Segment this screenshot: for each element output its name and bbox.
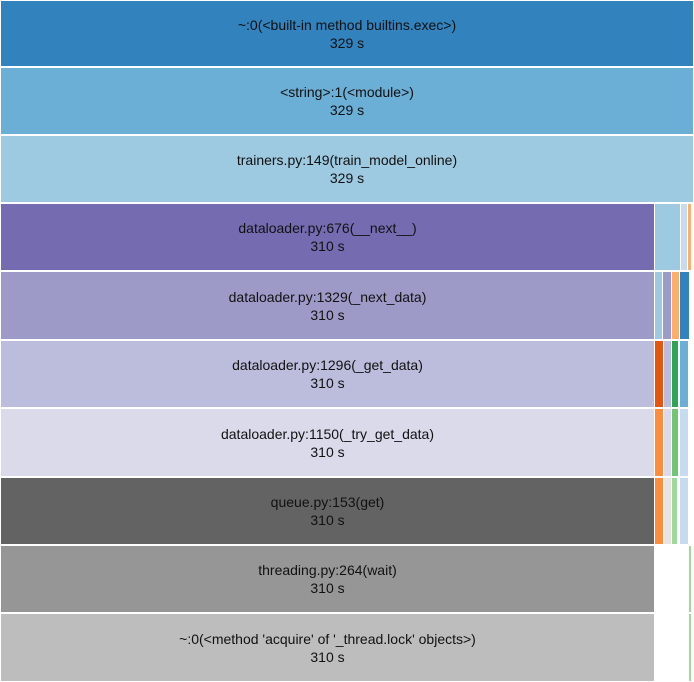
flame-block[interactable]: dataloader.py:676(__next__) 310 s [0,203,655,271]
flame-sliver[interactable] [672,409,679,476]
flame-sliver[interactable] [655,204,681,270]
flame-sliver[interactable] [681,204,688,270]
flame-sliver[interactable] [680,272,690,339]
flame-block-time: 310 s [310,580,345,596]
flame-sliver[interactable] [680,341,689,407]
flame-sliver[interactable] [664,341,672,407]
flame-block-label: dataloader.py:1296(_get_data) [232,357,423,373]
flame-block-time: 329 s [329,170,365,186]
flame-block-time: 310 s [310,648,345,665]
flame-block-label: <string>:1(<module>) [280,84,414,100]
flame-sliver[interactable] [688,204,692,270]
flame-sliver[interactable] [689,546,692,612]
flame-sliver[interactable] [689,614,692,681]
flame-block[interactable]: trainers.py:149(train_model_online) 329 s [0,135,694,203]
flame-sliver[interactable] [655,409,664,476]
flame-block-label: ~:0(<built-in method builtins.exec>) [237,16,457,33]
flame-block-label: queue.py:153(get) [270,494,385,510]
flame-sliver[interactable] [680,478,689,544]
flame-block-time: 310 s [310,512,345,528]
flame-block-label: trainers.py:149(train_model_online) [236,152,458,168]
flame-block-label: dataloader.py:676(__next__) [238,220,417,236]
flame-block-time: 329 s [329,102,365,118]
flame-sliver[interactable] [655,272,663,339]
flame-block-time: 310 s [310,443,345,460]
flame-sliver[interactable] [664,409,672,476]
flame-sliver[interactable] [680,409,689,476]
flame-block-time: 310 s [310,306,345,323]
flame-sliver[interactable] [664,478,672,544]
flame-block-time: 329 s [329,34,365,51]
flame-block-label: dataloader.py:1150(_try_get_data) [220,425,434,442]
flame-sliver[interactable] [655,478,664,544]
flame-sliver[interactable] [663,272,672,339]
flame-block[interactable]: <string>:1(<module>) 329 s [0,67,694,135]
flame-block-label: dataloader.py:1329(_next_data) [228,288,427,305]
flame-block[interactable]: dataloader.py:1329(_next_data) 310 s [0,271,655,340]
flame-sliver[interactable] [672,478,678,544]
flame-block[interactable]: threading.py:264(wait) 310 s [0,545,655,613]
flame-block[interactable]: ~:0(<built-in method builtins.exec>) 329 … [0,0,694,67]
flame-block-label: threading.py:264(wait) [258,562,397,578]
flame-sliver[interactable] [655,341,664,407]
flame-block-time: 310 s [310,238,345,254]
flame-block[interactable]: dataloader.py:1150(_try_get_data) 310 s [0,408,655,477]
flame-sliver[interactable] [672,341,679,407]
flame-block[interactable]: queue.py:153(get) 310 s [0,477,655,545]
flame-sliver[interactable] [672,272,680,339]
flame-block[interactable]: ~:0(<method 'acquire' of '_thread.lock' … [0,613,655,682]
flame-block-label: ~:0(<method 'acquire' of '_thread.lock' … [179,630,476,647]
flame-block[interactable]: dataloader.py:1296(_get_data) 310 s [0,340,655,408]
flame-block-time: 310 s [310,375,345,391]
